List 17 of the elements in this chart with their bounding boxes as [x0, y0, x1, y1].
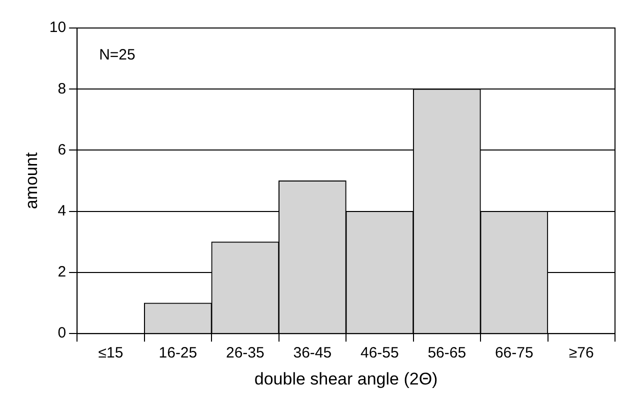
x-tick-label: 66-75	[494, 344, 534, 362]
y-tick-label: 4	[58, 202, 66, 220]
y-axis-title: amount	[22, 152, 41, 210]
x-tick-label: ≥76	[568, 344, 594, 362]
x-tick-label: 46-55	[360, 344, 399, 362]
x-tick-label: 26-35	[226, 344, 264, 362]
x-tick-label: ≤15	[98, 344, 124, 362]
annotation: N=25	[99, 46, 136, 64]
y-tick-label: 6	[58, 141, 66, 158]
x-axis-title: double shear angle (2Θ)	[254, 369, 438, 388]
y-tick-label: 2	[58, 264, 66, 281]
x-tick-label: 16-25	[158, 344, 198, 362]
x-tick-label: 56-65	[428, 344, 466, 362]
y-tick-label: 10	[49, 19, 66, 36]
y-tick-label: 0	[58, 324, 66, 342]
x-tick-label: 36-45	[293, 344, 332, 362]
y-tick-label: 8	[58, 80, 66, 98]
